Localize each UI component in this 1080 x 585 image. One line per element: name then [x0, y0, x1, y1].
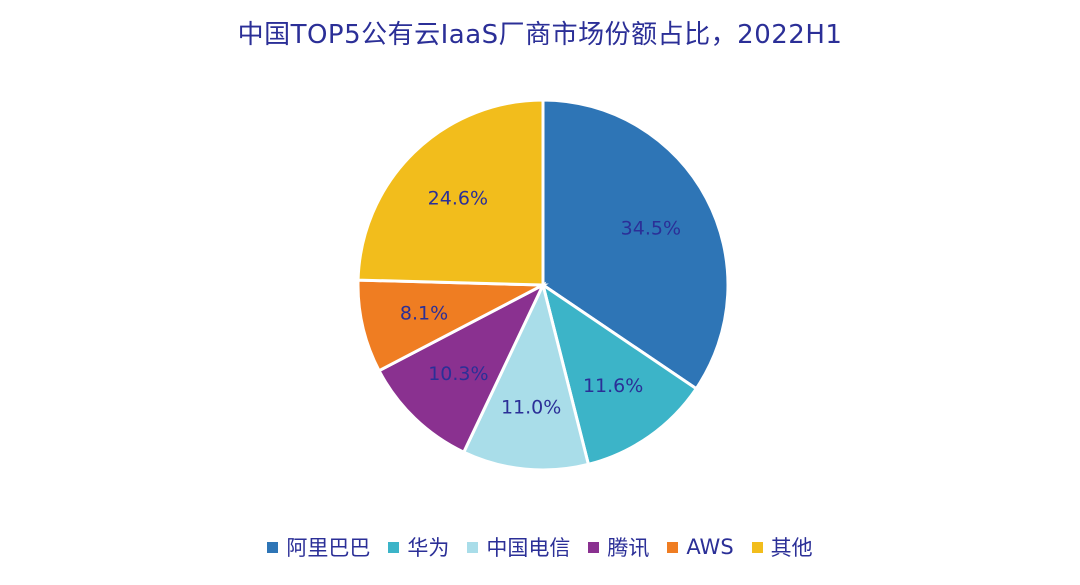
- legend-label: 阿里巴巴: [286, 536, 371, 560]
- slice-label-4: 8.1%: [400, 303, 448, 325]
- slice-label-2: 11.0%: [501, 397, 561, 419]
- slice-label-5: 24.6%: [428, 188, 488, 210]
- legend-item-1: 华为: [388, 532, 449, 562]
- legend-item-2: 中国电信: [467, 532, 570, 562]
- legend-swatch: [267, 541, 279, 553]
- pie-slice-0: [541, 98, 730, 391]
- legend-item-3: 腾讯: [588, 532, 649, 562]
- slice-label-1: 11.6%: [583, 375, 643, 397]
- legend-item-4: AWS: [667, 535, 734, 559]
- chart-legend: 阿里巴巴 华为 中国电信 腾讯 AWS 其他: [0, 532, 1080, 562]
- legend-swatch: [467, 541, 479, 553]
- legend-swatch: [388, 541, 400, 553]
- legend-swatch: [751, 541, 763, 553]
- legend-item-5: 其他: [751, 532, 813, 562]
- legend-label: AWS: [686, 535, 734, 559]
- pie-slice-3: [377, 281, 547, 455]
- legend-item-0: 阿里巴巴: [267, 532, 370, 562]
- pie-slice-4: [356, 278, 549, 373]
- legend-label: 其他: [770, 536, 813, 560]
- pie-slice-1: [540, 281, 699, 467]
- legend-label: 腾讯: [607, 536, 650, 560]
- legend-swatch: [667, 541, 679, 553]
- chart-title: 中国TOP5公有云IaaS厂商市场份额占比，2022H1: [237, 20, 843, 50]
- slice-label-3: 10.3%: [428, 363, 488, 385]
- pie-slice-2: [461, 280, 591, 472]
- slice-label-0: 34.5%: [621, 218, 681, 240]
- pie-slice-5: [356, 98, 545, 287]
- legend-label: 华为: [407, 536, 450, 560]
- legend-label: 中国电信: [486, 536, 571, 560]
- legend-swatch: [588, 541, 600, 553]
